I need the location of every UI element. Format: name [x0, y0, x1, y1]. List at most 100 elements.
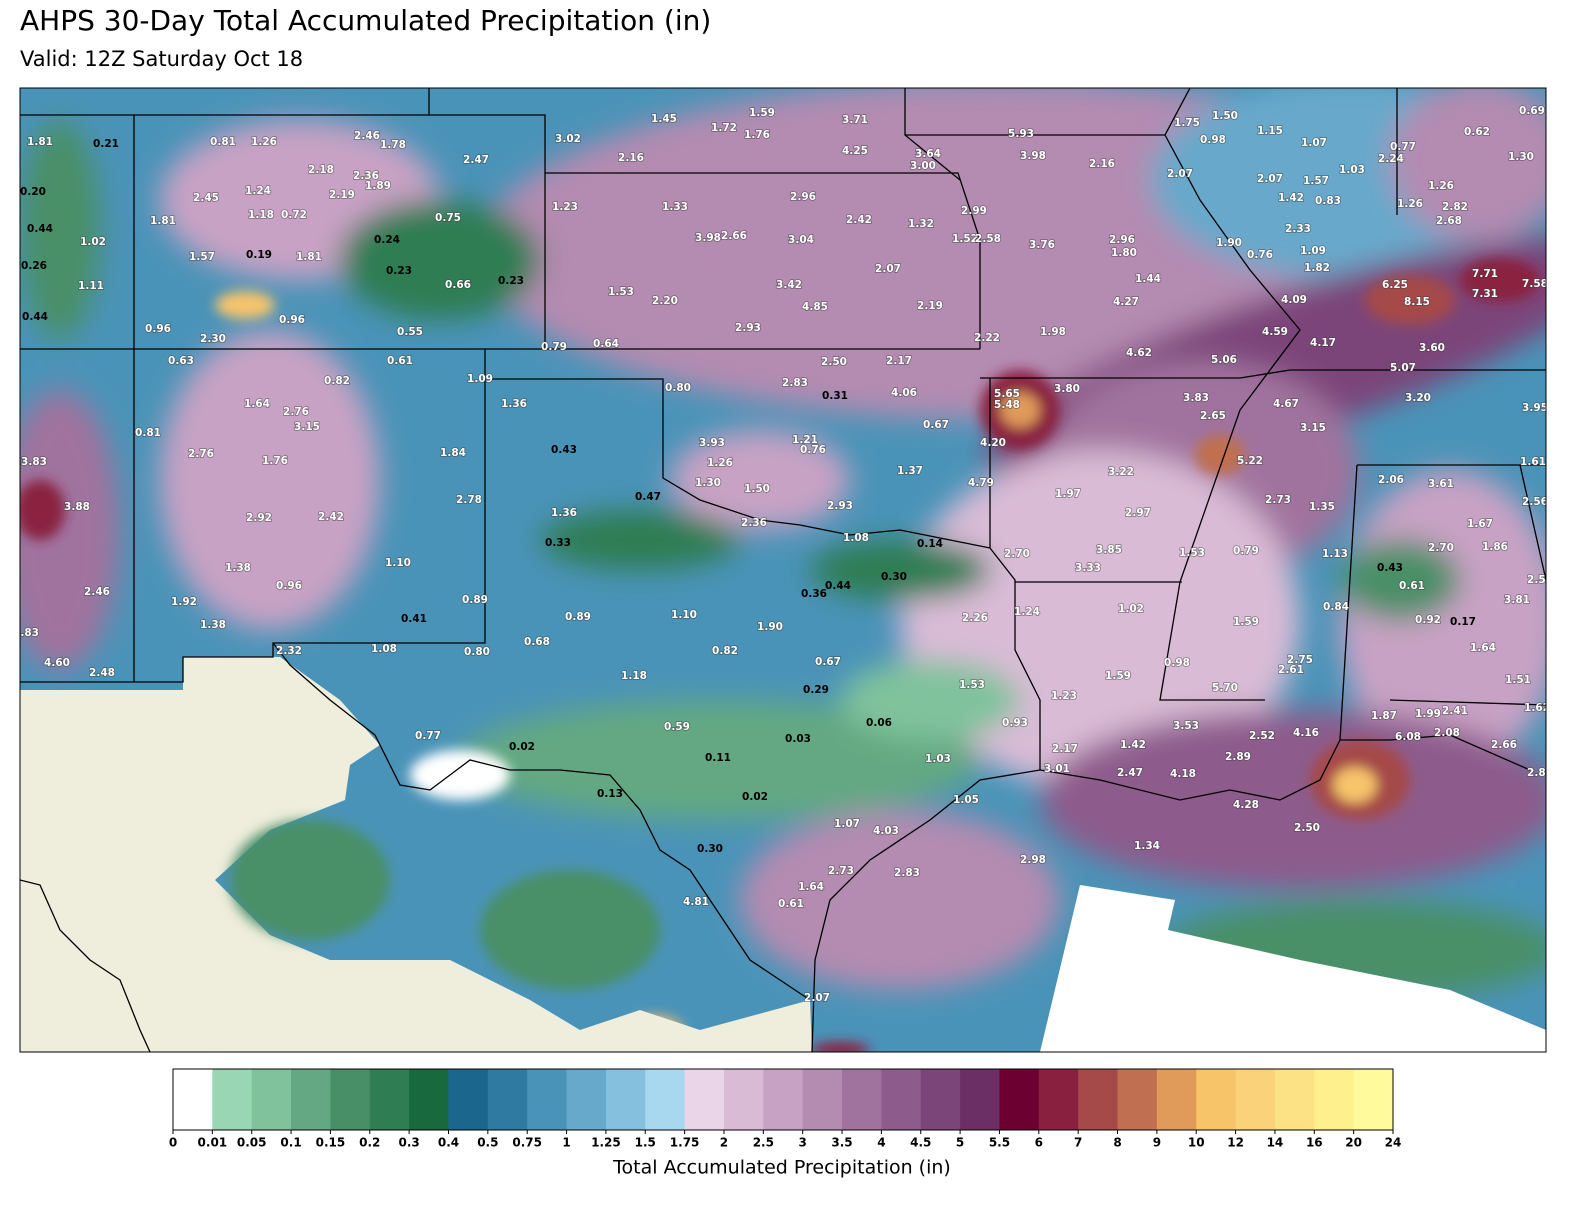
- station-label: 1.08: [371, 643, 397, 655]
- station-label: 2.06: [1378, 474, 1404, 486]
- station-label: 1.42: [1120, 739, 1146, 751]
- station-label: 2.76: [188, 448, 214, 460]
- station-label: 2.52: [1527, 574, 1553, 586]
- colorbar-tick-label: 0.1: [280, 1136, 301, 1150]
- station-label: 1.26: [707, 457, 733, 469]
- station-label: 1.23: [1051, 690, 1077, 702]
- station-label: 0.66: [445, 279, 471, 291]
- station-label: 1.38: [225, 562, 251, 574]
- station-label: 0.47: [635, 491, 661, 503]
- station-label: 2.42: [846, 214, 872, 226]
- station-label: 2.83: [13, 627, 39, 639]
- colorbar-tick-label: 8: [1113, 1136, 1121, 1150]
- station-label: 0.79: [1233, 545, 1259, 557]
- station-label: 0.61: [1399, 580, 1425, 592]
- station-label: 7.31: [1472, 288, 1498, 300]
- station-label: 0.76: [800, 444, 826, 456]
- station-label: 1.42: [1278, 192, 1304, 204]
- station-label: 2.07: [1257, 173, 1283, 185]
- station-label: 1.59: [1105, 670, 1131, 682]
- station-label: 1.18: [621, 670, 647, 682]
- colorbar-box: [1314, 1069, 1355, 1130]
- station-label: 0.89: [565, 611, 591, 623]
- station-label: 1.86: [1482, 541, 1508, 553]
- station-label: 4.60: [44, 657, 70, 669]
- station-label: 1.09: [467, 373, 493, 385]
- station-label: 1.10: [671, 609, 697, 621]
- station-label: 1.36: [551, 507, 577, 519]
- station-label: 1.02: [1118, 603, 1144, 615]
- station-label: 2.93: [827, 500, 853, 512]
- station-label: 5.65: [994, 388, 1020, 400]
- station-label: 0.96: [145, 323, 171, 335]
- station-label: 5.07: [1390, 362, 1416, 374]
- station-label: 2.24: [1378, 153, 1404, 165]
- colorbar-box: [605, 1069, 646, 1130]
- precip-peaks: [20, 258, 1540, 1052]
- station-label: 2.08: [1434, 727, 1460, 739]
- colorbar-box: [1156, 1069, 1197, 1130]
- station-label: 0.98: [1200, 134, 1226, 146]
- station-label: 0.96: [279, 314, 305, 326]
- station-label: 4.17: [1310, 337, 1336, 349]
- station-label: 1.76: [262, 455, 288, 467]
- station-label: 0.77: [1390, 141, 1416, 153]
- colorbar-tick-label: 7: [1074, 1136, 1082, 1150]
- station-label: 0.93: [1002, 717, 1028, 729]
- station-label: 2.42: [318, 511, 344, 523]
- station-label: 0.83: [1315, 195, 1341, 207]
- colorbar-box: [1235, 1069, 1276, 1130]
- station-label: 1.33: [662, 201, 688, 213]
- station-label: 3.53: [1173, 720, 1199, 732]
- station-label: 1.08: [843, 532, 869, 544]
- station-label: 1.64: [798, 881, 824, 893]
- station-label: 2.36: [353, 170, 379, 182]
- station-label: 0.84: [1323, 601, 1349, 613]
- station-label: 3.20: [1405, 392, 1431, 404]
- station-label: 3.04: [788, 234, 814, 246]
- station-label: 2.61: [1278, 664, 1304, 676]
- station-label: 1.11: [78, 280, 104, 292]
- station-label: 4.59: [1262, 326, 1288, 338]
- station-label: 1.92: [171, 596, 197, 608]
- colorbar-box: [212, 1069, 253, 1130]
- station-label: 2.85: [1527, 767, 1553, 779]
- station-label: 2.19: [917, 300, 943, 312]
- station-label: 0.29: [803, 684, 829, 696]
- station-label: 2.18: [308, 164, 334, 176]
- station-label: 0.03: [785, 733, 811, 745]
- station-label: 2.66: [721, 230, 747, 242]
- colorbar-box: [330, 1069, 371, 1130]
- station-label: 3.00: [910, 160, 936, 172]
- station-label: 2.47: [463, 154, 489, 166]
- station-label: 2.20: [652, 295, 678, 307]
- station-label: 1.67: [1467, 518, 1493, 530]
- colorbar-tick-label: 24: [1385, 1136, 1402, 1150]
- station-label: 1.38: [200, 619, 226, 631]
- station-label: 1.82: [1304, 262, 1330, 274]
- colorbar-box: [448, 1069, 489, 1130]
- colorbar-tick-label: 1.75: [670, 1136, 700, 1150]
- station-label: 2.58: [975, 233, 1001, 245]
- station-label: 1.30: [1508, 151, 1534, 163]
- station-label: 1.87: [1371, 710, 1397, 722]
- colorbar-box: [173, 1069, 213, 1130]
- colorbar-box: [1078, 1069, 1119, 1130]
- station-label: 4.09: [1281, 294, 1307, 306]
- station-label: 1.64: [1470, 642, 1496, 654]
- colorbar-tick-label: 0.05: [237, 1136, 267, 1150]
- station-label: 1.03: [925, 753, 951, 765]
- station-label: 0.26: [21, 260, 47, 272]
- station-label: 1.76: [744, 129, 770, 141]
- colorbar-box: [409, 1069, 449, 1130]
- colorbar-box: [527, 1069, 568, 1130]
- station-label: 0.98: [1164, 657, 1190, 669]
- station-label: 2.75: [1287, 654, 1313, 666]
- station-label: 1.57: [1303, 175, 1329, 187]
- station-label: 1.18: [248, 209, 274, 221]
- station-label: 3.98: [695, 232, 721, 244]
- station-label: 0.20: [20, 186, 46, 198]
- station-label: 1.53: [959, 679, 985, 691]
- station-label: 1.97: [1055, 488, 1081, 500]
